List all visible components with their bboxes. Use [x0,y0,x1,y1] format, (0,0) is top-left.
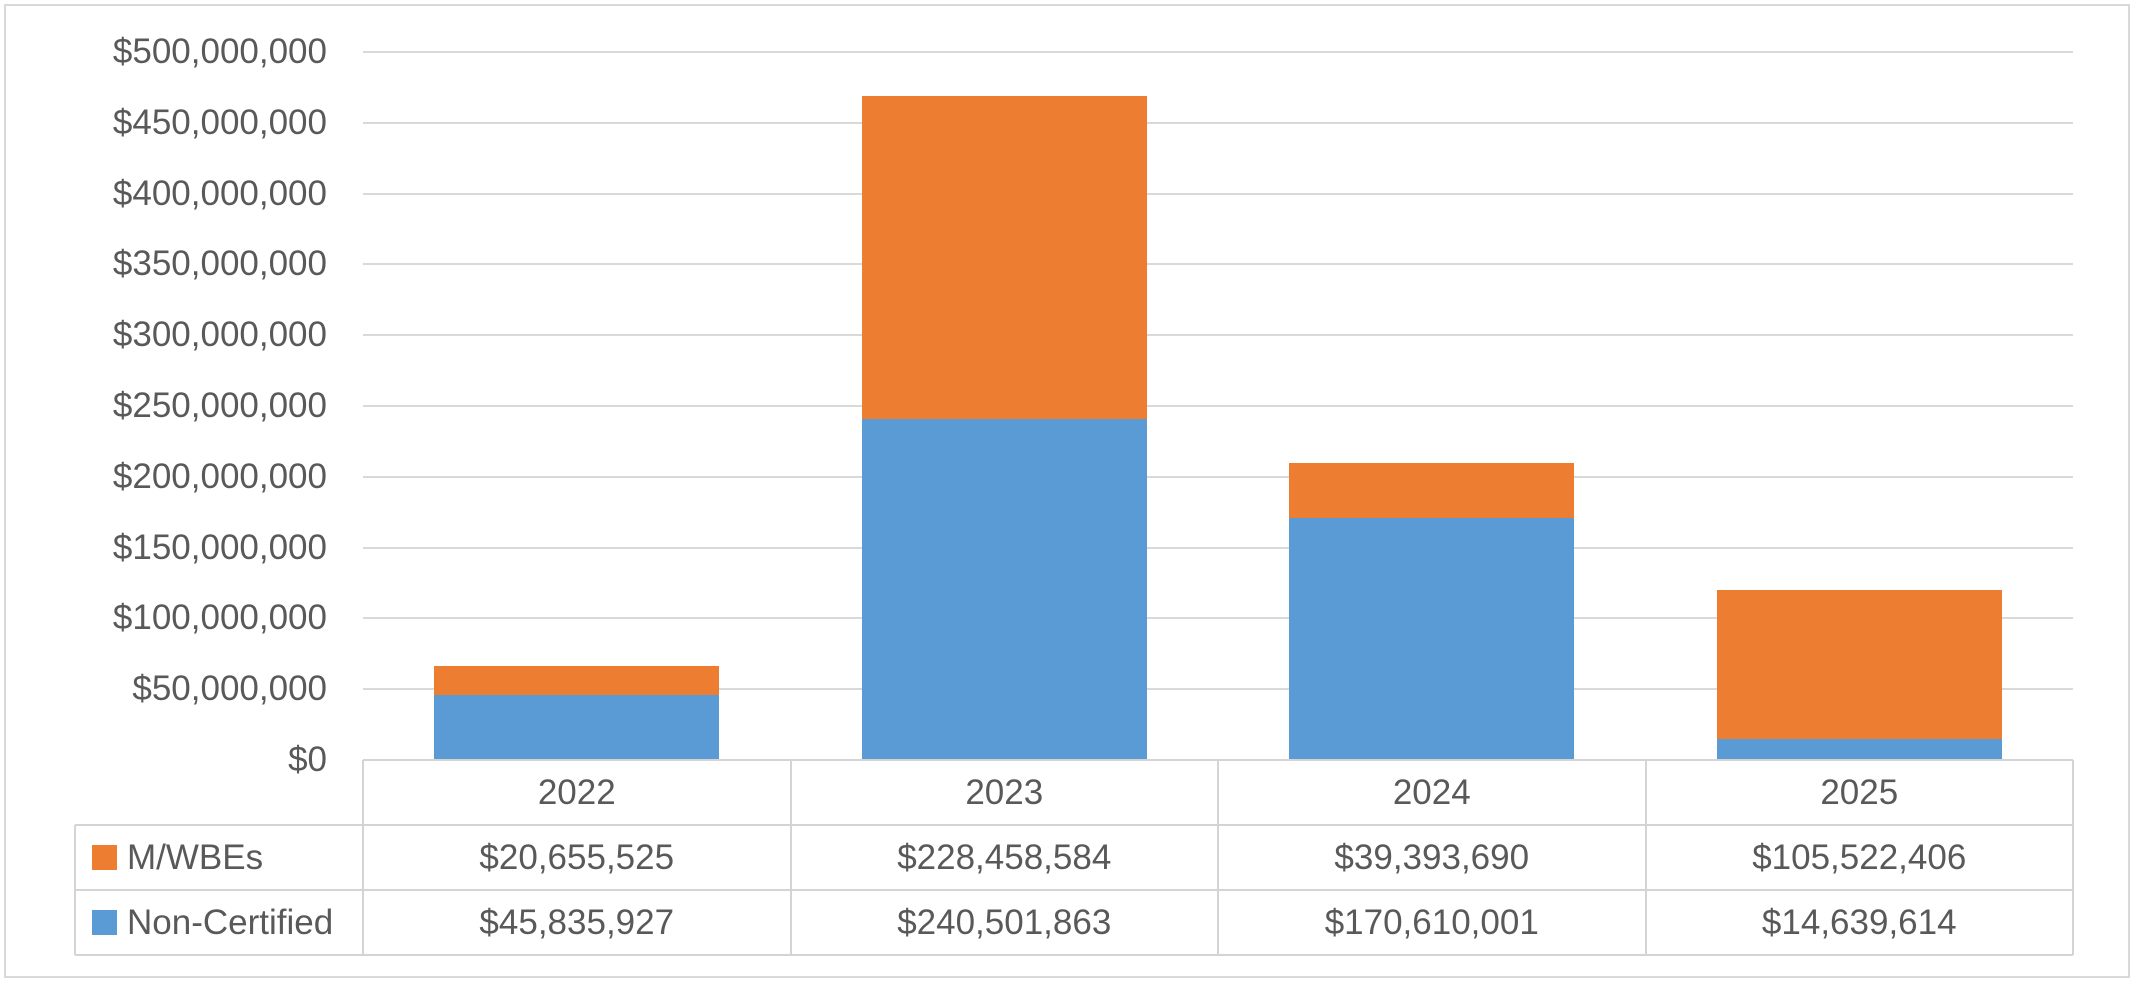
gridline [363,334,2073,337]
gridline [363,405,2073,407]
gridline [363,475,2073,478]
y-axis-tick-label: $0 [288,740,327,779]
category-header-cell: 2023 [965,773,1044,812]
table-row-border [75,824,2073,826]
bar-segment-non-certified-2022 [434,695,720,760]
category-header-cell: 2025 [1820,773,1899,812]
gridline [363,688,2073,691]
y-axis-tick-label: $500,000,000 [112,32,327,71]
y-axis-tick-label: $200,000,000 [112,456,327,496]
category-header-cell: 2024 [1392,773,1471,812]
y-axis-tick-label: $250,000,000 [112,386,327,425]
gridline [363,121,2073,124]
gridline [363,617,2073,620]
table-column-divider [789,760,792,955]
value-cell: $20,655,525 [479,838,675,877]
value-cell: $14,639,614 [1761,903,1957,942]
y-axis-tick-label: $400,000,000 [112,173,327,213]
gridline [363,263,2073,266]
gridline [363,51,2073,53]
table-column-divider [1644,760,1647,955]
y-axis-tick-label: $150,000,000 [112,527,327,567]
bar-segment-mwbes-2023 [861,95,1147,420]
bar-segment-mwbes-2025 [1716,589,2002,740]
value-cell: $228,458,584 [897,838,1112,877]
table-bottom-border [75,954,2073,956]
table-right-border [2072,760,2074,955]
value-cell: $170,610,001 [1324,903,1539,942]
value-cell: $39,393,690 [1334,838,1530,877]
table-legend-column-divider [362,760,364,955]
gridline [363,192,2073,195]
bar-segment-mwbes-2024 [1289,462,1575,519]
gridline [363,546,2073,549]
value-cell: $240,501,863 [897,903,1112,942]
legend-key-mwbes [92,845,117,870]
y-axis-tick-label: $350,000,000 [112,244,327,284]
series-name-label: Non-Certified [127,903,334,942]
bar-segment-non-certified-2024 [1289,518,1575,760]
legend-key-non-certified [92,910,117,935]
y-axis-tick-label: $300,000,000 [112,315,327,355]
value-cell: $105,522,406 [1752,838,1967,877]
y-axis-tick-label: $50,000,000 [132,669,327,709]
value-cell: $45,835,927 [479,903,675,942]
category-header-cell: 2022 [537,773,616,812]
table-left-border [74,825,76,955]
bar-segment-non-certified-2025 [1716,739,2002,760]
table-column-divider [1217,760,1219,955]
bar-segment-mwbes-2022 [434,665,720,696]
series-name-label: M/WBEs [127,838,264,877]
y-axis-tick-label: $100,000,000 [112,598,327,638]
y-axis-tick-label: $450,000,000 [112,102,327,142]
bar-segment-non-certified-2023 [861,419,1147,760]
table-row-border [75,889,2073,891]
